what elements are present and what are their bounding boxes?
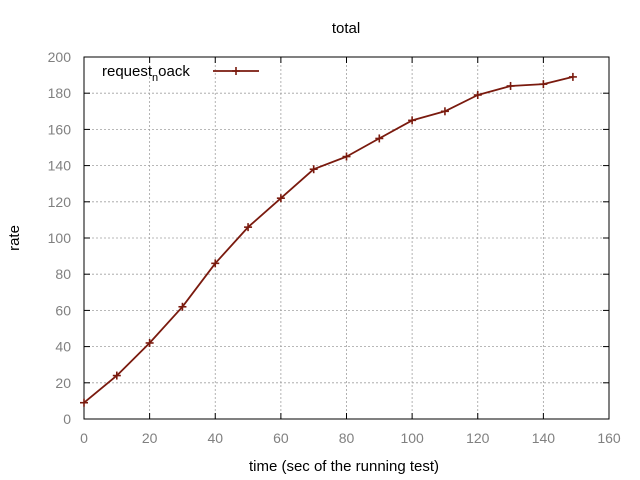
y-axis-label: rate	[6, 225, 23, 251]
data-point-marker	[408, 116, 417, 125]
x-tick-label: 0	[80, 430, 88, 446]
grid-lines	[84, 57, 609, 419]
x-tick-label: 100	[400, 430, 424, 446]
x-axis-ticks: 0 20 40 60 80 100 120 140 160	[80, 57, 621, 446]
data-point-marker	[211, 259, 220, 268]
y-tick-label: 80	[55, 266, 71, 282]
x-axis-label: time (sec of the running test)	[249, 458, 439, 475]
series-line	[83, 76, 574, 404]
x-tick-label: 20	[142, 430, 158, 446]
chart-title: total	[332, 20, 360, 37]
y-tick-label: 100	[48, 230, 72, 246]
data-point-marker	[375, 134, 384, 143]
data-point-marker	[440, 107, 449, 116]
legend-label-rest: oack	[158, 63, 190, 80]
x-tick-label: 40	[207, 430, 223, 446]
data-point-marker	[232, 67, 240, 75]
y-tick-label: 120	[48, 194, 72, 210]
y-tick-label: 40	[55, 339, 71, 355]
data-point-marker	[539, 80, 548, 89]
data-point-marker	[80, 398, 88, 407]
x-tick-label: 80	[339, 430, 355, 446]
series-layer	[80, 72, 577, 407]
data-point-marker	[178, 302, 187, 311]
y-tick-label: 200	[48, 49, 72, 65]
y-tick-label: 160	[48, 121, 72, 137]
data-point-marker	[145, 338, 154, 347]
y-tick-label: 140	[48, 158, 72, 174]
y-tick-label: 20	[55, 375, 71, 391]
data-point-marker	[309, 165, 318, 174]
data-point-marker	[568, 72, 577, 81]
legend-line-sample	[213, 67, 259, 75]
y-tick-label: 180	[48, 85, 72, 101]
data-point-marker	[342, 152, 351, 161]
x-tick-label: 60	[273, 430, 289, 446]
x-tick-label: 160	[597, 430, 621, 446]
legend-label-sub: n	[152, 72, 158, 84]
legend-label-main: request	[102, 63, 153, 80]
x-tick-label: 140	[532, 430, 556, 446]
legend-label: requestnoack	[102, 63, 190, 84]
x-tick-label: 120	[466, 430, 490, 446]
data-point-marker	[276, 194, 285, 203]
plot-frame	[83, 56, 610, 420]
y-axis-ticks: 0 20 40 60 80 100 120 140 160 180 200	[48, 49, 609, 427]
data-point-marker	[506, 81, 515, 90]
y-tick-label: 60	[55, 302, 71, 318]
y-tick-label: 0	[63, 411, 71, 427]
legend: requestnoack	[102, 63, 259, 84]
data-point-marker	[244, 223, 253, 232]
data-point-marker	[112, 371, 121, 380]
data-point-marker	[473, 91, 482, 100]
